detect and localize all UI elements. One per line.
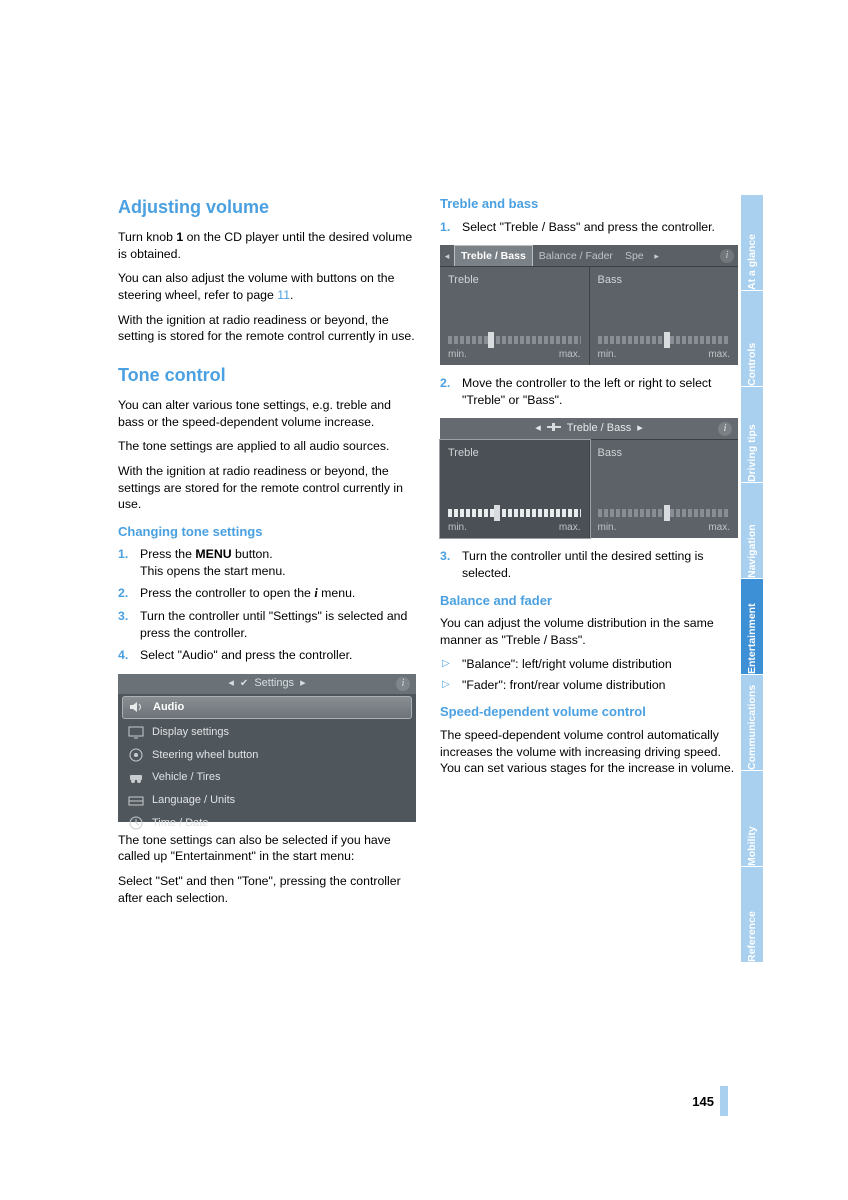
check-icon: ✔ bbox=[240, 677, 248, 691]
ss-slider-bass: Bass min.max. bbox=[590, 267, 739, 365]
page-number: 145 bbox=[692, 1094, 714, 1109]
heading-speed-volume: Speed-dependent volume control bbox=[440, 703, 738, 721]
ss-slider-bar bbox=[448, 509, 581, 517]
ss-slider-bar bbox=[598, 336, 731, 344]
step-1: Press the MENU button. This opens the st… bbox=[118, 546, 416, 579]
tab-navigation[interactable]: Navigation bbox=[741, 483, 763, 578]
ss-item-language: Language / Units bbox=[118, 789, 416, 812]
slider-knob-icon bbox=[664, 505, 670, 521]
heading-adjusting-volume: Adjusting volume bbox=[118, 195, 416, 219]
slider-icon bbox=[547, 422, 561, 437]
balance-item: "Balance": left/right volume distributio… bbox=[440, 656, 738, 673]
ss-slider-treble: Treble min.max. bbox=[440, 267, 590, 365]
tab-communications[interactable]: Communications bbox=[741, 675, 763, 770]
treble-bass-steps-a: Select "Treble / Bass" and press the con… bbox=[440, 219, 738, 236]
info-icon: i bbox=[718, 422, 732, 436]
tone-para-2: The tone settings are applied to all aud… bbox=[118, 438, 416, 455]
ss-item-time: Time / Date bbox=[118, 812, 416, 835]
volume-para-3: With the ignition at radio readiness or … bbox=[118, 312, 416, 345]
tab-mobility[interactable]: Mobility bbox=[741, 771, 763, 866]
balance-list: "Balance": left/right volume distributio… bbox=[440, 656, 738, 693]
ss-slider-bar bbox=[448, 336, 581, 344]
vehicle-icon bbox=[128, 771, 144, 785]
tone-para-3: With the ignition at radio readiness or … bbox=[118, 463, 416, 513]
heading-tone-control: Tone control bbox=[118, 363, 416, 387]
chevron-right-icon: ▸ bbox=[637, 421, 643, 436]
ss-slider-treble-selected: Treble min.max. bbox=[440, 440, 590, 538]
ss-item-steering: Steering wheel button bbox=[118, 744, 416, 767]
tb-step-3: Turn the controller until the desired se… bbox=[440, 548, 738, 581]
ss-slider-bar bbox=[598, 509, 731, 517]
ss-tab-treble-bass: Treble / Bass bbox=[454, 245, 533, 266]
after-para-2: Select "Set" and then "Tone", pressing t… bbox=[118, 873, 416, 906]
ss-slider-bass: Bass min.max. bbox=[590, 440, 739, 538]
slider-knob-icon bbox=[488, 332, 494, 348]
chevron-right-icon: ▸ bbox=[650, 250, 664, 262]
page-number-block: 145 bbox=[692, 1086, 728, 1116]
tone-para-1: You can alter various tone settings, e.g… bbox=[118, 397, 416, 430]
screenshot-treble-bass-tabs: ◂ Treble / Bass Balance / Fader Spe ▸ i … bbox=[440, 245, 738, 365]
ss-sliders: Treble min.max. Bass min.max. bbox=[440, 267, 738, 365]
screenshot-treble-selected: ◂ Treble / Bass ▸ i Treble min.max. Bass… bbox=[440, 418, 738, 538]
speed-para: The speed-dependent volume control autom… bbox=[440, 727, 738, 777]
screenshot-settings-menu: ◂ ✔ Settings ▸ i Audio Display settings … bbox=[118, 674, 416, 822]
heading-balance-fader: Balance and fader bbox=[440, 592, 738, 610]
ss-item-audio: Audio bbox=[122, 696, 412, 719]
slider-knob-icon bbox=[494, 505, 500, 521]
treble-bass-steps-c: Turn the controller until the desired se… bbox=[440, 548, 738, 581]
step-4: Select "Audio" and press the controller. bbox=[118, 647, 416, 664]
ss-tab-speed: Spe bbox=[619, 245, 650, 266]
ss-header: ◂ ✔ Settings ▸ i bbox=[118, 674, 416, 694]
info-icon: i bbox=[720, 249, 734, 263]
tab-controls[interactable]: Controls bbox=[741, 291, 763, 386]
chevron-left-icon: ◂ bbox=[228, 676, 234, 691]
ss-header: ◂ Treble / Bass ▸ i bbox=[440, 418, 738, 440]
display-icon bbox=[128, 725, 144, 739]
page-link-11[interactable]: 11 bbox=[277, 288, 290, 302]
ss-item-display: Display settings bbox=[118, 721, 416, 744]
tab-driving-tips[interactable]: Driving tips bbox=[741, 387, 763, 482]
right-column: Treble and bass Select "Treble / Bass" a… bbox=[440, 195, 738, 1095]
page-number-bar bbox=[720, 1086, 728, 1116]
volume-para-2: You can also adjust the volume with butt… bbox=[118, 270, 416, 303]
steering-icon bbox=[128, 748, 144, 762]
step-2: Press the controller to open the i menu. bbox=[118, 585, 416, 602]
heading-changing-tone: Changing tone settings bbox=[118, 523, 416, 541]
ss-tab-row: ◂ Treble / Bass Balance / Fader Spe ▸ i bbox=[440, 245, 738, 267]
after-para-1: The tone settings can also be selected i… bbox=[118, 832, 416, 865]
info-icon: i bbox=[396, 677, 410, 691]
chevron-left-icon: ◂ bbox=[535, 421, 541, 436]
step-3: Turn the controller until "Settings" is … bbox=[118, 608, 416, 641]
chevron-left-icon: ◂ bbox=[440, 250, 454, 262]
tab-entertainment[interactable]: Entertainment bbox=[741, 579, 763, 674]
tb-step-1: Select "Treble / Bass" and press the con… bbox=[440, 219, 738, 236]
ss-title: Settings bbox=[254, 676, 294, 691]
tab-reference[interactable]: Reference bbox=[741, 867, 763, 962]
left-column: Adjusting volume Turn knob 1 on the CD p… bbox=[118, 195, 416, 1095]
clock-icon bbox=[128, 816, 144, 830]
audio-icon bbox=[129, 700, 145, 714]
page-content: Adjusting volume Turn knob 1 on the CD p… bbox=[118, 195, 738, 1095]
tb-step-2: Move the controller to the left or right… bbox=[440, 375, 738, 408]
fader-item: "Fader": front/rear volume distribution bbox=[440, 677, 738, 694]
tab-at-a-glance[interactable]: At a glance bbox=[741, 195, 763, 290]
ss-tab-balance-fader: Balance / Fader bbox=[533, 245, 619, 266]
chevron-right-icon: ▸ bbox=[300, 676, 306, 691]
treble-bass-steps-b: Move the controller to the left or right… bbox=[440, 375, 738, 408]
balance-para: You can adjust the volume distribution i… bbox=[440, 615, 738, 648]
slider-knob-icon bbox=[664, 332, 670, 348]
ss-item-vehicle: Vehicle / Tires bbox=[118, 766, 416, 789]
heading-treble-bass: Treble and bass bbox=[440, 195, 738, 213]
section-tabs: At a glance Controls Driving tips Naviga… bbox=[741, 195, 763, 963]
volume-para-1: Turn knob 1 on the CD player until the d… bbox=[118, 229, 416, 262]
changing-tone-steps: Press the MENU button. This opens the st… bbox=[118, 546, 416, 664]
language-icon bbox=[128, 794, 144, 808]
